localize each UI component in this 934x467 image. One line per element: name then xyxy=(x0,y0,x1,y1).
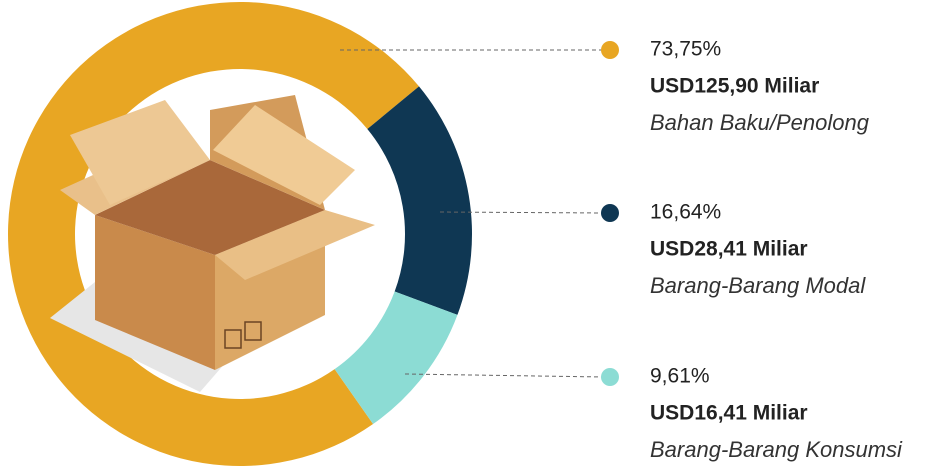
amount-label: USD16,41 Miliar xyxy=(650,402,808,425)
legend-marker xyxy=(601,41,619,59)
donut-segment xyxy=(367,86,472,314)
category-label: Bahan Baku/Penolong xyxy=(650,110,870,135)
percent-label: 16,64% xyxy=(650,201,721,224)
legend-marker xyxy=(601,204,619,222)
category-label: Barang-Barang Modal xyxy=(650,273,866,298)
leader-line xyxy=(405,374,604,377)
amount-label: USD28,41 Miliar xyxy=(650,238,808,261)
percent-label: 73,75% xyxy=(650,38,721,61)
page: 73,75% USD125,90 Miliar Bahan Baku/Penolon… xyxy=(0,0,934,467)
amount-label: USD125,90 Miliar xyxy=(650,75,819,98)
category-label: Barang-Barang Konsumsi xyxy=(650,437,903,462)
percent-label: 9,61% xyxy=(650,365,710,388)
legend-marker xyxy=(601,368,619,386)
chart: 73,75% USD125,90 Miliar Bahan Baku/Penolon… xyxy=(0,0,934,467)
